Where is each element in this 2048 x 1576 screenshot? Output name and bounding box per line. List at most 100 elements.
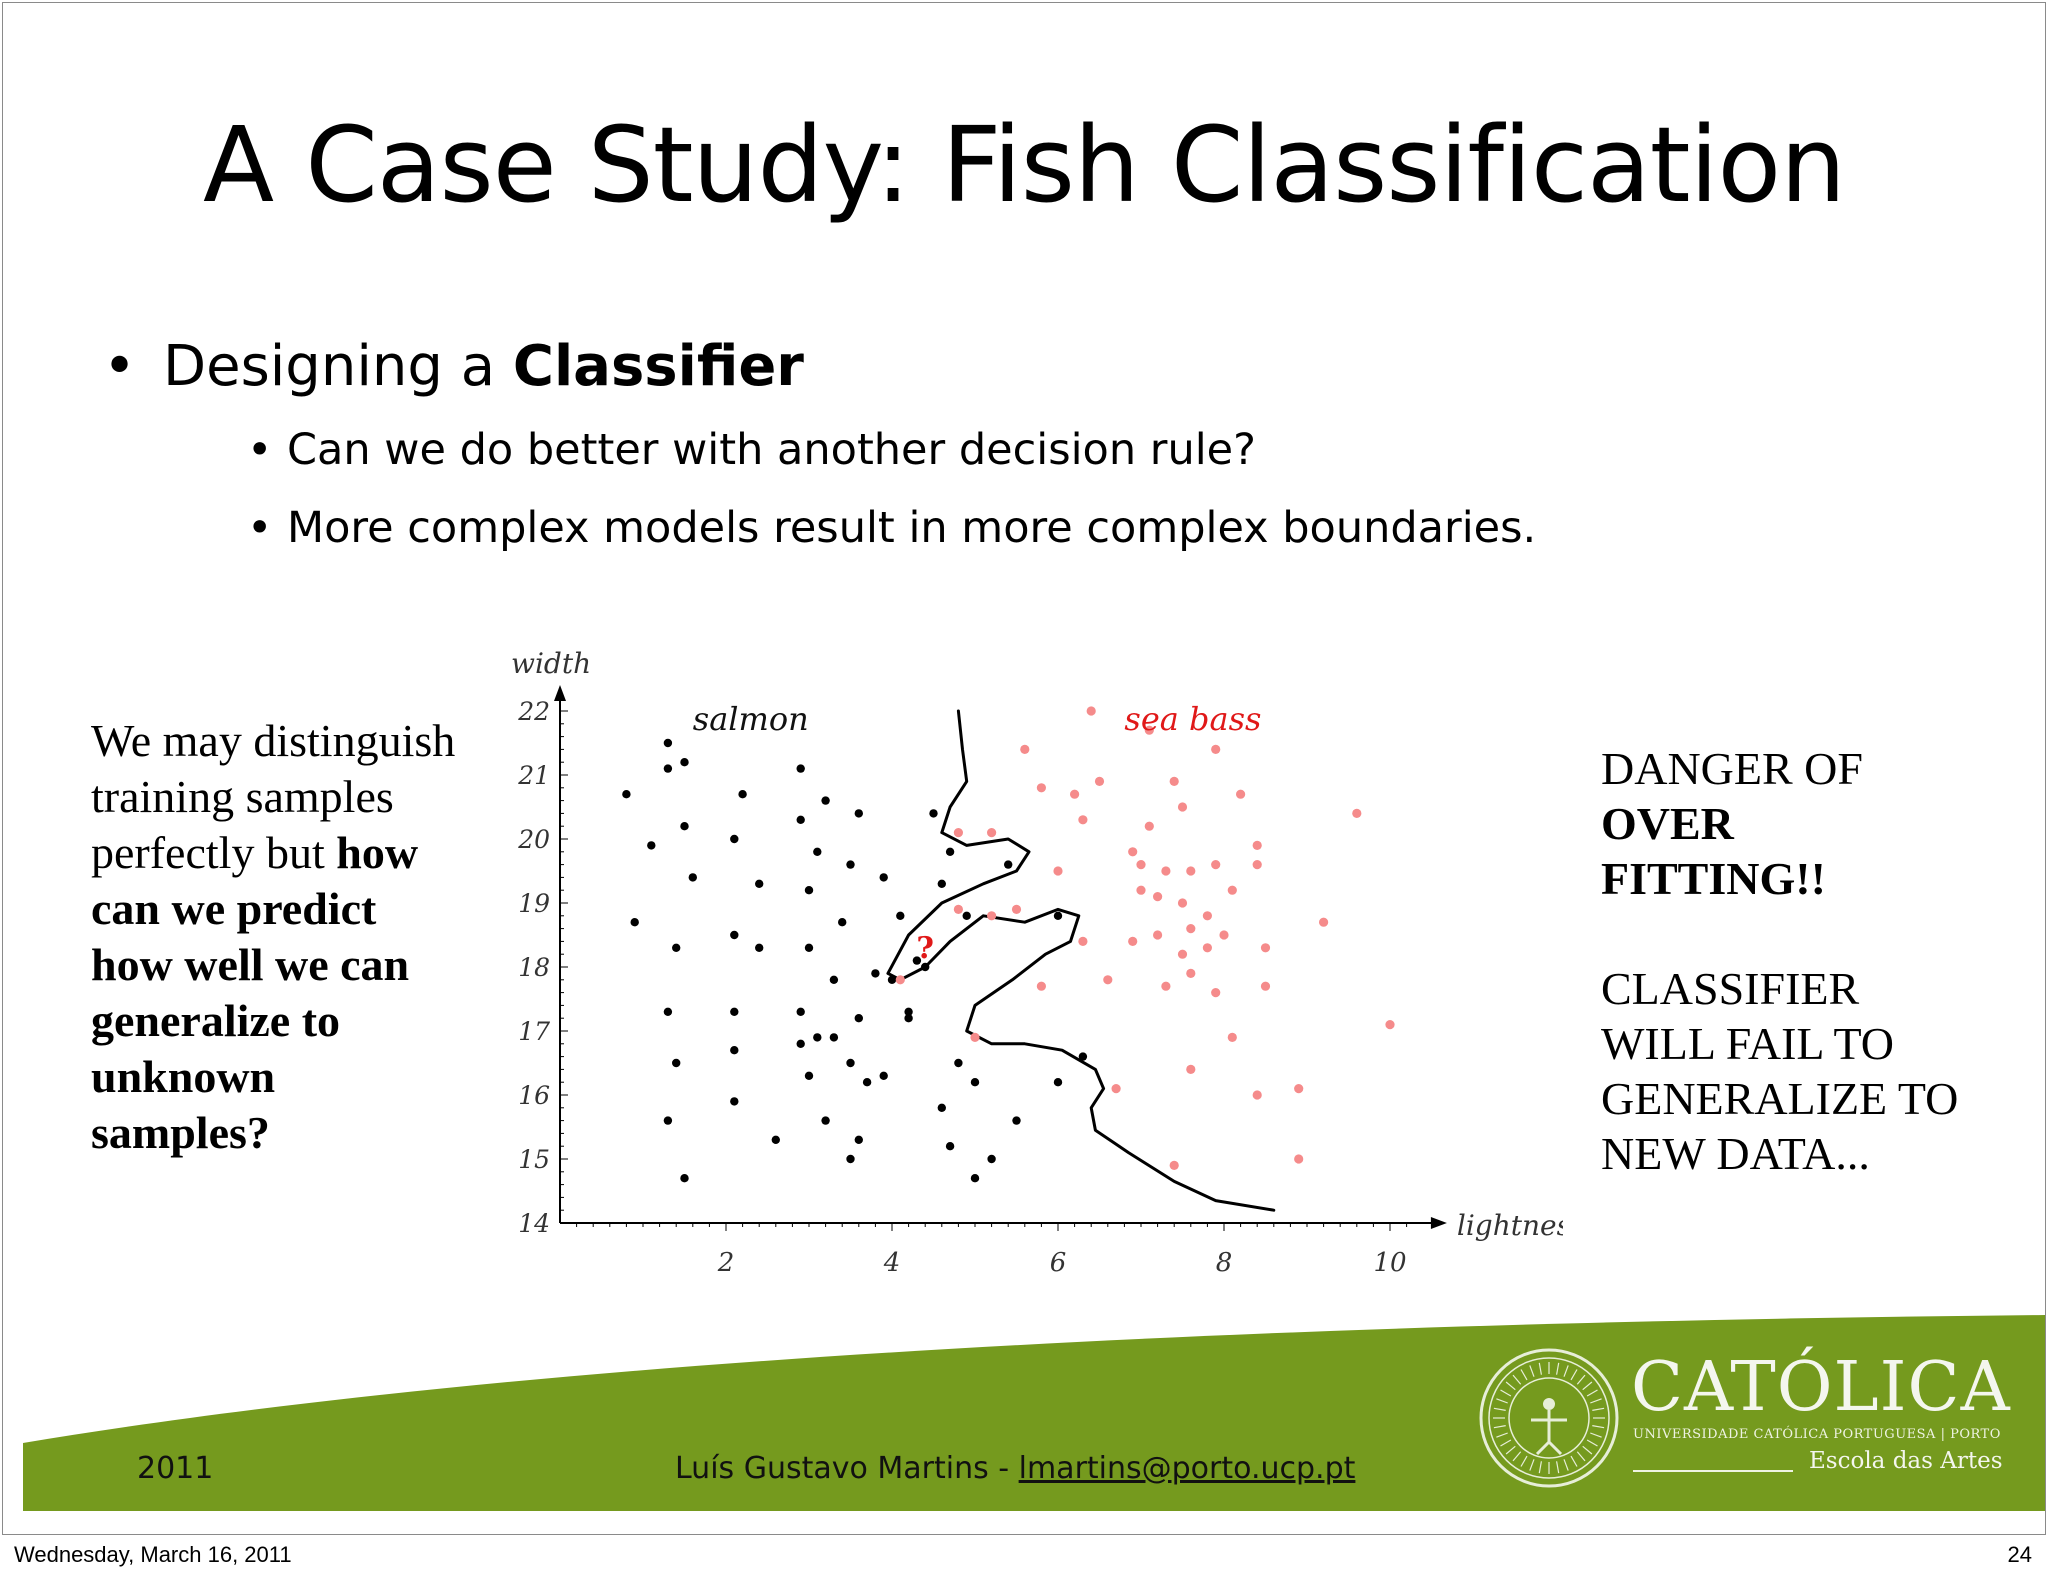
- sea-bass-point: [1202, 943, 1212, 953]
- salmon-point: [1012, 1116, 1021, 1125]
- right-note-line1: DANGER OF: [1601, 743, 1863, 794]
- seal-mark: [1529, 1365, 1535, 1377]
- bullet-dot: •: [247, 503, 273, 553]
- salmon-point: [622, 790, 631, 799]
- salmon-point: [647, 841, 656, 850]
- sea-bass-point: [1144, 821, 1154, 831]
- sea-bass-point: [1294, 1154, 1304, 1164]
- sea-bass-point: [1319, 917, 1329, 927]
- x-tick-label: 10: [1373, 1248, 1406, 1278]
- salmon-point: [846, 1058, 855, 1068]
- left-note-plain: We may distinguish training samples perf…: [91, 715, 456, 878]
- salmon-point: [912, 956, 922, 965]
- sea-bass-point: [1070, 789, 1080, 799]
- salmon-point: [804, 886, 814, 895]
- seal-mark: [1590, 1398, 1602, 1404]
- plot-points: [622, 706, 1395, 1183]
- author-email-link[interactable]: lmartins@porto.ucp.pt: [1018, 1451, 1356, 1486]
- sea-bass-point: [1036, 981, 1046, 991]
- sea-bass-point: [1169, 776, 1179, 786]
- sea-bass-point: [1186, 968, 1196, 978]
- sea-bass-label: sea bass: [1124, 700, 1261, 738]
- seal-mark: [1538, 1461, 1542, 1474]
- salmon-point: [1004, 860, 1013, 869]
- seal-mark: [1592, 1425, 1605, 1429]
- university-logo-school: Escola das Artes: [1809, 1448, 2003, 1474]
- salmon-point: [796, 1007, 805, 1016]
- salmon-point: [796, 815, 805, 824]
- salmon-point: [755, 943, 764, 952]
- salmon-point: [854, 1135, 863, 1144]
- salmon-point: [937, 1103, 946, 1112]
- y-axis-arrow: [554, 685, 566, 701]
- bullet-dot: •: [103, 334, 137, 399]
- salmon-point: [730, 1046, 739, 1055]
- sub-bullet-2: • More complex models result in more comp…: [247, 503, 1536, 555]
- bullet-dot: •: [247, 425, 273, 475]
- sea-bass-point: [1153, 892, 1163, 902]
- salmon-point: [796, 764, 805, 773]
- sea-bass-point: [1227, 885, 1237, 895]
- left-note-bold: how can we predict how well we can gener…: [91, 827, 419, 1158]
- sea-bass-point: [1177, 802, 1188, 812]
- salmon-point: [771, 1135, 780, 1144]
- seal-mark: [1493, 1407, 1506, 1411]
- seal-mark: [1505, 1445, 1516, 1455]
- seal-mark: [1512, 1374, 1522, 1385]
- sea-bass-point: [1011, 904, 1022, 914]
- plot-axes: [554, 685, 1447, 1229]
- sea-bass-point: [1211, 744, 1221, 754]
- salmon-point: [1078, 1052, 1088, 1061]
- sea-bass-point: [987, 911, 997, 921]
- salmon-point: [904, 1014, 913, 1023]
- seal-mark: [1576, 1374, 1586, 1385]
- sea-bass-point: [1227, 1032, 1237, 1042]
- salmon-point: [630, 918, 639, 927]
- salmon-point: [680, 822, 689, 831]
- sea-bass-point: [1111, 1084, 1121, 1094]
- sea-bass-point: [953, 828, 963, 838]
- salmon-point: [904, 1007, 913, 1016]
- salmon-point: [804, 943, 814, 952]
- seal-mark: [1563, 1459, 1569, 1471]
- sea-bass-point: [1186, 924, 1196, 934]
- seal-mark: [1529, 1459, 1535, 1471]
- salmon-point: [945, 847, 955, 856]
- university-logo-name: CATÓLICA: [1631, 1348, 2011, 1427]
- salmon-point: [672, 1058, 681, 1068]
- y-axis-label: width: [511, 647, 591, 680]
- sea-bass-point: [1252, 840, 1262, 850]
- y-tick-label: 19: [518, 889, 550, 918]
- sea-bass-point: [1236, 789, 1246, 799]
- seal-mark: [1556, 1461, 1560, 1474]
- salmon-point: [796, 1039, 805, 1048]
- sea-bass-point: [1128, 847, 1138, 857]
- seal-mark: [1520, 1455, 1528, 1467]
- salmon-point: [804, 1071, 814, 1080]
- x-tick-label: 6: [1050, 1248, 1067, 1278]
- main-bullet: • Designing a Classifier: [103, 333, 804, 400]
- scatter-plot: 2 4 6 8 10 14 15 16 17 18 19 20 21 22 lightness width sa…: [511, 647, 1563, 1278]
- sea-bass-point: [970, 1032, 980, 1042]
- salmon-point: [871, 969, 880, 978]
- sea-bass-point: [1294, 1084, 1304, 1094]
- salmon-point: [1053, 911, 1063, 920]
- salmon-point: [829, 975, 839, 984]
- salmon-point: [879, 1071, 888, 1080]
- sea-bass-point: [1260, 943, 1271, 953]
- seal-mark: [1570, 1455, 1578, 1467]
- sea-bass-point: [1094, 776, 1105, 786]
- salmon-point: [663, 738, 673, 748]
- sea-bass-point: [1128, 936, 1138, 946]
- sea-bass-point: [987, 828, 997, 838]
- seal-mark: [1500, 1389, 1512, 1397]
- y-tick-label: 22: [517, 697, 550, 726]
- decision-boundary: [886, 709, 1276, 1212]
- bullet-bold: Classifier: [512, 334, 804, 399]
- slide-title: A Case Study: Fish Classification: [202, 104, 1846, 226]
- salmon-point: [663, 1116, 673, 1125]
- salmon-point: [813, 847, 822, 856]
- salmon-point: [738, 790, 747, 799]
- sea-bass-point: [1103, 975, 1113, 985]
- sea-bass-point: [1136, 885, 1146, 895]
